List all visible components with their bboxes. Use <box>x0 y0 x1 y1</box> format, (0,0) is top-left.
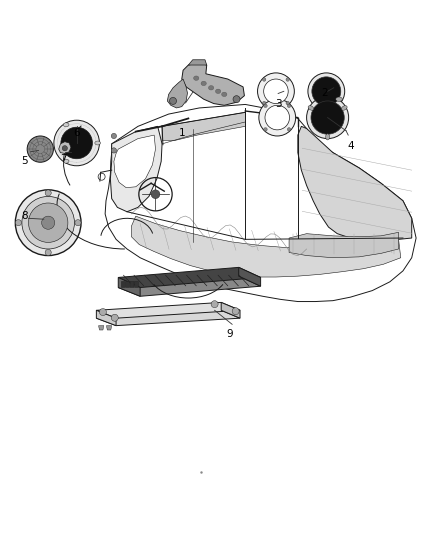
FancyBboxPatch shape <box>126 281 130 287</box>
Circle shape <box>264 104 267 108</box>
Circle shape <box>264 79 288 103</box>
Polygon shape <box>59 142 71 154</box>
Circle shape <box>99 309 106 316</box>
Circle shape <box>45 190 51 196</box>
Text: 5: 5 <box>21 156 28 166</box>
Circle shape <box>61 127 92 159</box>
Ellipse shape <box>63 123 69 127</box>
Ellipse shape <box>342 106 347 110</box>
Polygon shape <box>298 126 412 240</box>
Text: 6: 6 <box>73 128 80 138</box>
Ellipse shape <box>215 89 221 93</box>
Circle shape <box>54 120 99 166</box>
Circle shape <box>211 301 218 308</box>
Text: 1: 1 <box>178 128 185 138</box>
Text: 2: 2 <box>321 88 328 99</box>
Circle shape <box>308 73 345 110</box>
Polygon shape <box>96 310 240 326</box>
Circle shape <box>151 190 160 199</box>
Circle shape <box>233 96 240 103</box>
Circle shape <box>287 104 291 108</box>
Ellipse shape <box>208 86 214 90</box>
Circle shape <box>45 249 51 255</box>
Circle shape <box>42 216 55 229</box>
Polygon shape <box>167 79 187 108</box>
Polygon shape <box>106 326 112 330</box>
Circle shape <box>170 98 177 104</box>
Circle shape <box>27 136 53 162</box>
Circle shape <box>286 78 290 82</box>
Polygon shape <box>118 268 261 287</box>
Circle shape <box>286 101 290 105</box>
Circle shape <box>62 146 67 151</box>
Circle shape <box>312 77 341 106</box>
Circle shape <box>28 203 68 243</box>
Circle shape <box>111 148 117 153</box>
Circle shape <box>15 190 81 255</box>
FancyBboxPatch shape <box>134 281 138 287</box>
Polygon shape <box>118 276 261 296</box>
Circle shape <box>262 101 266 105</box>
Circle shape <box>287 127 291 131</box>
Ellipse shape <box>326 134 330 140</box>
Circle shape <box>258 73 294 110</box>
Polygon shape <box>289 232 399 258</box>
Polygon shape <box>162 112 245 140</box>
Polygon shape <box>118 278 140 296</box>
Text: 4: 4 <box>347 141 354 151</box>
FancyBboxPatch shape <box>121 281 125 287</box>
Circle shape <box>22 197 74 249</box>
Ellipse shape <box>194 76 199 80</box>
Polygon shape <box>188 60 207 65</box>
Ellipse shape <box>222 92 227 96</box>
Circle shape <box>232 308 239 314</box>
Circle shape <box>75 220 81 226</box>
Ellipse shape <box>95 141 100 145</box>
FancyBboxPatch shape <box>130 281 134 287</box>
Circle shape <box>264 127 267 131</box>
Circle shape <box>15 220 21 226</box>
Text: 8: 8 <box>21 211 28 221</box>
Polygon shape <box>110 126 162 212</box>
Circle shape <box>262 78 266 82</box>
Polygon shape <box>131 216 401 277</box>
Ellipse shape <box>336 97 343 101</box>
Ellipse shape <box>201 81 206 86</box>
Polygon shape <box>221 302 240 318</box>
Circle shape <box>311 101 344 134</box>
Text: 7: 7 <box>60 154 67 164</box>
Polygon shape <box>239 268 261 286</box>
Circle shape <box>259 99 296 136</box>
Polygon shape <box>96 302 240 318</box>
Text: 9: 9 <box>226 329 233 340</box>
Ellipse shape <box>308 106 314 110</box>
Polygon shape <box>99 326 104 330</box>
Polygon shape <box>182 63 244 106</box>
Circle shape <box>265 106 290 130</box>
Circle shape <box>111 314 118 321</box>
Circle shape <box>307 96 349 139</box>
Text: 3: 3 <box>275 99 282 109</box>
Ellipse shape <box>63 159 69 163</box>
Polygon shape <box>114 135 155 188</box>
Circle shape <box>111 133 117 139</box>
Polygon shape <box>96 310 116 326</box>
